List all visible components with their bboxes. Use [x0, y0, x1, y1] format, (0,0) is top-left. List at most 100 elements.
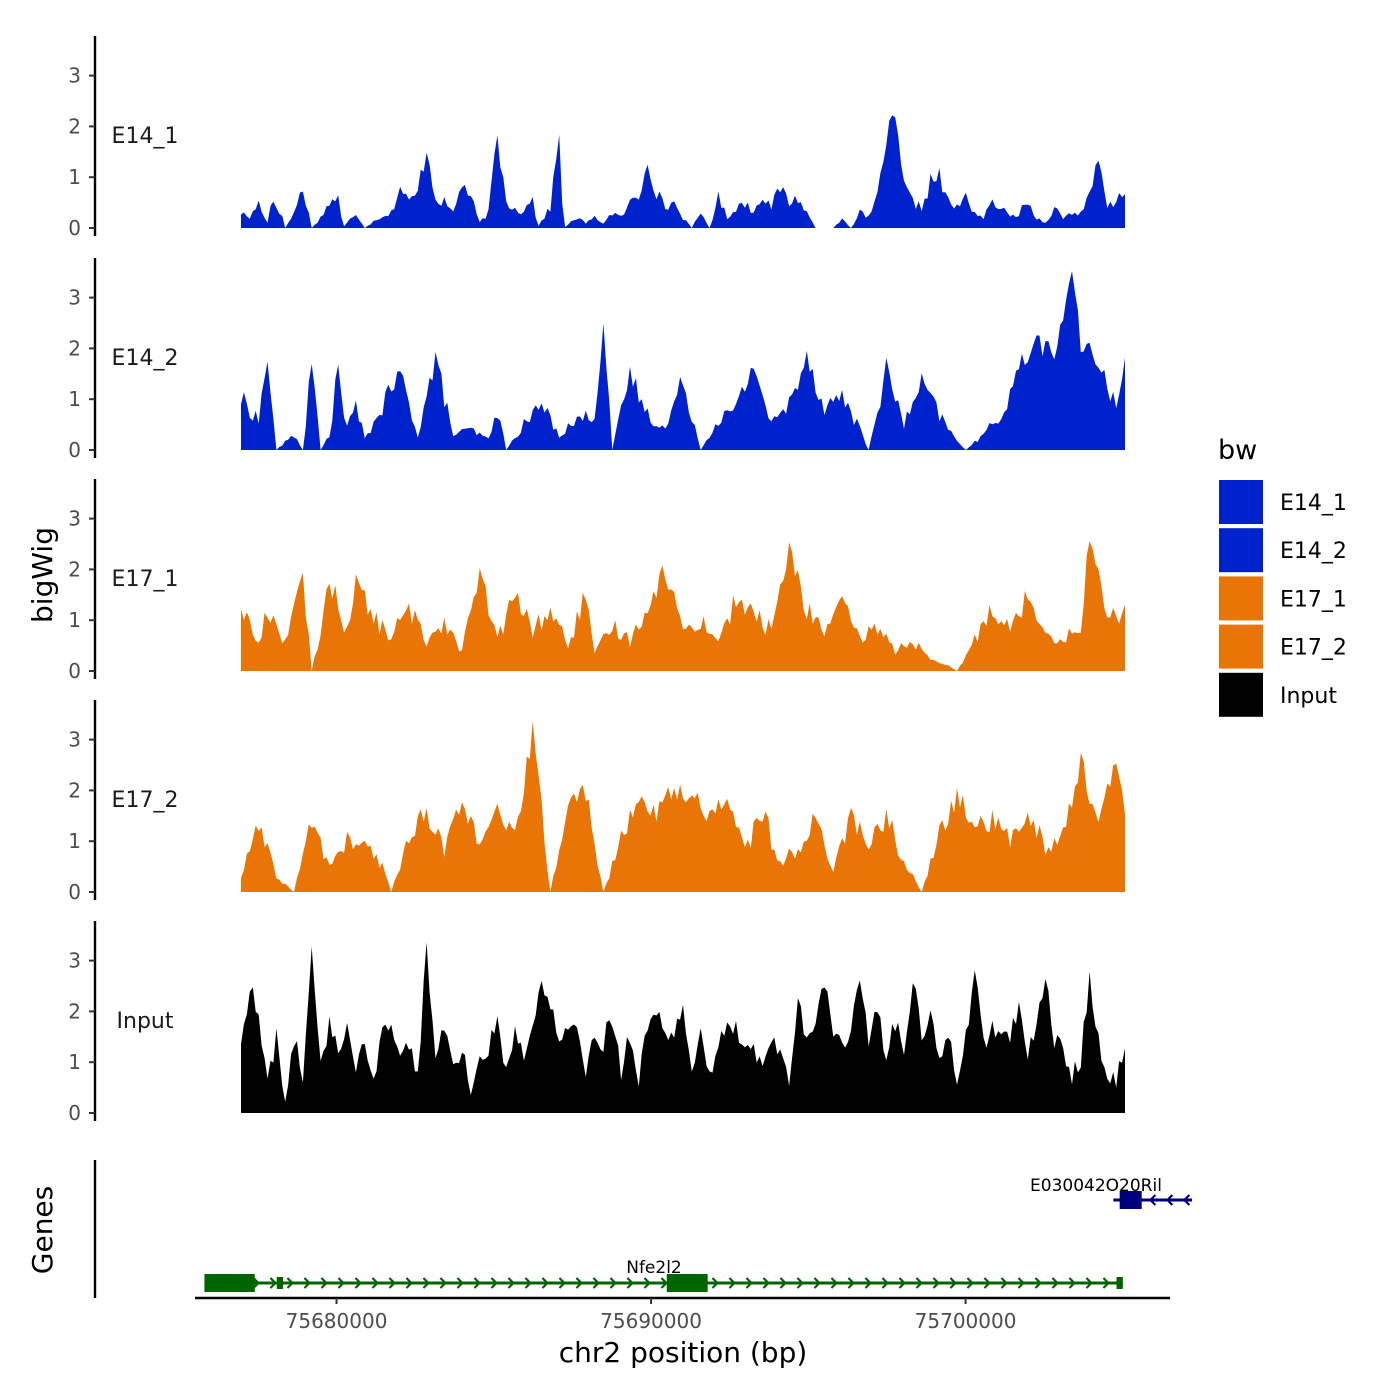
- strand-chevron: [473, 1277, 481, 1289]
- strand-chevron: [847, 1277, 855, 1289]
- y-tick-label: 0: [68, 659, 81, 683]
- strand-chevron: [337, 1277, 345, 1289]
- y-tick-label: 0: [68, 1101, 81, 1125]
- strand-chevron: [592, 1277, 600, 1289]
- y-tick-label: 2: [68, 114, 81, 138]
- legend-item-E14_2: E14_2: [1219, 528, 1347, 573]
- exon: [1116, 1277, 1123, 1289]
- y-tick-label: 2: [68, 778, 81, 802]
- gene-label: Nfe2l2: [626, 1258, 682, 1278]
- strand-chevron: [932, 1277, 940, 1289]
- track-E17_2: 0 1 2 3 E17_2: [68, 700, 1125, 904]
- strand-chevron: [252, 1277, 260, 1289]
- strand-chevron: [286, 1277, 294, 1289]
- strand-chevron: [1102, 1277, 1110, 1289]
- strand-chevron: [405, 1277, 413, 1289]
- strand-chevron: [1000, 1277, 1008, 1289]
- gene-E030042O20Ril: E030042O20Ril: [1030, 1176, 1193, 1209]
- track-label: Input: [117, 1009, 174, 1034]
- legend-item-Input: Input: [1219, 672, 1337, 717]
- x-tick-label: 75680000: [286, 1309, 388, 1333]
- strand-chevron: [269, 1277, 277, 1289]
- y-tick-label: 1: [68, 387, 81, 411]
- y-tick-label: 2: [68, 336, 81, 360]
- strand-chevron: [320, 1277, 328, 1289]
- legend-key: [1219, 576, 1263, 621]
- signal-area-E17_1: [241, 541, 1125, 671]
- strand-chevron: [1051, 1277, 1059, 1289]
- strand-chevron: [371, 1277, 379, 1289]
- x-axis: 75680000 75690000 75700000: [195, 1296, 1170, 1333]
- strand-chevron: [490, 1277, 498, 1289]
- strand-chevron: [422, 1277, 430, 1289]
- legend-label: E17_2: [1280, 636, 1347, 661]
- strand-chevron: [949, 1277, 957, 1289]
- strand-chevron: [864, 1277, 872, 1289]
- strand-chevron: [303, 1277, 311, 1289]
- signal-area-E14_2: [241, 271, 1125, 450]
- legend-item-E14_1: E14_1: [1219, 480, 1347, 524]
- y-tick-label: 2: [68, 999, 81, 1023]
- legend-title: bw: [1218, 435, 1257, 466]
- strand-chevron: [898, 1277, 906, 1289]
- strand-chevron: [609, 1277, 617, 1289]
- track-E17_1: 0 1 2 3 E17_1: [68, 479, 1125, 683]
- strand-chevron: [796, 1277, 804, 1289]
- strand-chevron: [660, 1277, 668, 1289]
- legend-label: E17_1: [1280, 587, 1347, 612]
- track-label: E14_1: [112, 124, 179, 149]
- legend-key: [1219, 624, 1263, 669]
- legend-item-E17_2: E17_2: [1219, 624, 1347, 669]
- y-tick-label: 0: [68, 880, 81, 904]
- exon: [1119, 1191, 1142, 1209]
- strand-chevron: [813, 1277, 821, 1289]
- strand-chevron: [779, 1277, 787, 1289]
- strand-chevron: [762, 1277, 770, 1289]
- y-tick-label: 1: [68, 829, 81, 853]
- y-tick-label: 1: [68, 165, 81, 189]
- exon: [276, 1277, 284, 1289]
- track-label: E17_1: [112, 567, 179, 592]
- strand-chevron: [1017, 1277, 1025, 1289]
- gene-Nfe2l2: Nfe2l2: [204, 1258, 1123, 1292]
- track-E14_2: 0 1 2 3 E14_2: [68, 258, 1125, 462]
- strand-chevron: [558, 1277, 566, 1289]
- x-axis-title: chr2 position (bp): [559, 1336, 808, 1369]
- x-tick-label: 75690000: [600, 1309, 702, 1333]
- signal-area-Input: [241, 942, 1125, 1113]
- strand-chevron: [575, 1277, 583, 1289]
- legend-item-E17_1: E17_1: [1219, 576, 1347, 621]
- strand-chevron: [1148, 1194, 1157, 1206]
- strand-chevron: [456, 1277, 464, 1289]
- y-tick-label: 2: [68, 557, 81, 581]
- track-label: E14_2: [112, 346, 179, 371]
- y-tick-label: 0: [68, 438, 81, 462]
- legend-label: E14_2: [1280, 539, 1347, 564]
- strand-chevron: [354, 1277, 362, 1289]
- strand-chevron: [388, 1277, 396, 1289]
- track-label: E17_2: [112, 788, 179, 813]
- y-tick-label: 0: [68, 216, 81, 240]
- signal-area-E14_1: [241, 115, 1125, 228]
- strand-chevron: [1165, 1194, 1174, 1206]
- strand-chevron: [728, 1277, 736, 1289]
- legend: bw E14_1 E14_2 E17_1 E17_2 Input: [1218, 435, 1347, 717]
- strand-chevron: [711, 1277, 719, 1289]
- genes-panel: Nfe2l2 E030042O20Ril: [93, 1160, 1193, 1298]
- strand-chevron: [830, 1277, 838, 1289]
- y-tick-label: 3: [68, 728, 81, 752]
- track-Input: 0 1 2 3 Input: [68, 921, 1125, 1125]
- y-tick-label: 3: [68, 949, 81, 973]
- track-E14_1: 0 1 2 3 E14_1: [68, 36, 1125, 240]
- strand-chevron: [1182, 1194, 1191, 1206]
- strand-chevron: [966, 1277, 974, 1289]
- signal-tracks: 0 1 2 3 E14_1 0 1 2 3 E14_2 0 1 2 3 E17_1 0 1 2 3 E17_2 0 1 2 3…: [68, 36, 1125, 1125]
- strand-chevron: [915, 1277, 923, 1289]
- y-tick-label: 3: [68, 507, 81, 531]
- strand-chevron: [1034, 1277, 1042, 1289]
- y-tick-label: 1: [68, 608, 81, 632]
- x-tick-label: 75700000: [915, 1309, 1017, 1333]
- legend-label: Input: [1280, 684, 1337, 709]
- y-tick-label: 3: [68, 286, 81, 310]
